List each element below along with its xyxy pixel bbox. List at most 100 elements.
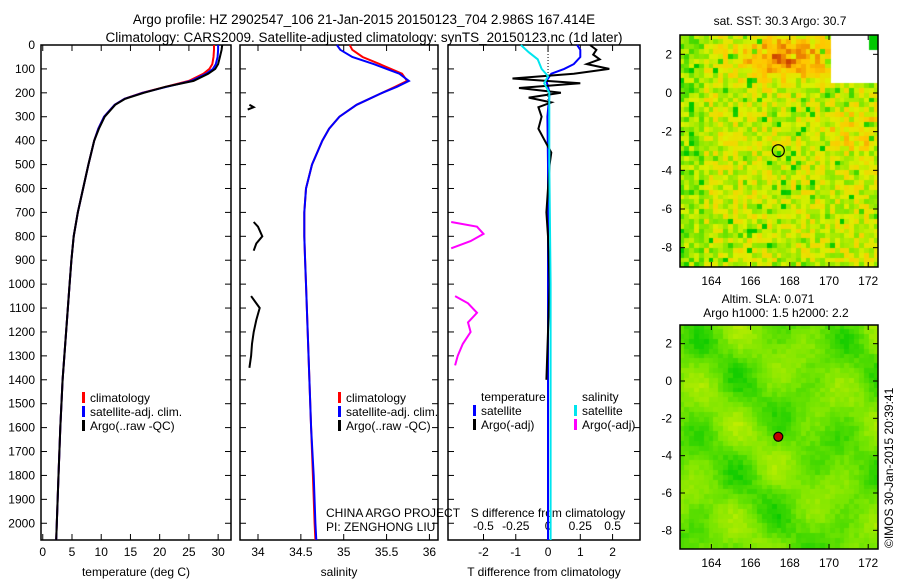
legend-label: satellite	[582, 404, 623, 418]
legend-label: Argo(-adj)	[582, 418, 635, 432]
legend-swatch	[473, 419, 476, 430]
title-line1: Argo profile: HZ 2902547_106 21-Jan-2015…	[133, 12, 595, 27]
lon-tick-label: 166	[741, 556, 761, 570]
legend-label: Argo(..raw -QC)	[90, 419, 175, 433]
lon-tick-label: 164	[701, 556, 721, 570]
series-line-s-satellite	[520, 44, 552, 540]
lat-tick-label: -2	[661, 411, 672, 425]
argo-position-marker	[771, 144, 785, 158]
y-tick-label: 500	[15, 158, 35, 172]
legend-swatch	[473, 405, 476, 416]
map-frame	[679, 34, 879, 268]
x-tick-label: 0	[39, 545, 46, 559]
legend-label: Argo(..raw -QC)	[346, 419, 431, 433]
x-tick-label: 15	[124, 545, 138, 559]
argo-height-title: Argo h1000: 1.5 h2000: 2.2	[703, 306, 849, 320]
lat-tick-label: -4	[661, 449, 672, 463]
credit-text: ©IMOS 30-Jan-2015 20:39:41	[882, 387, 896, 548]
s-tick-label: 0.25	[569, 519, 593, 533]
map-sst-map: 164 166 168 170 172 2 0 -2 -4 -6 -8 sat. SST: 30.3 …	[661, 14, 879, 288]
y-tick-label: 1400	[8, 373, 35, 387]
series-line-satellite-adj-clim-	[55, 45, 220, 541]
y-tick-label: 100	[15, 62, 35, 76]
s-tick-label: 0.5	[604, 519, 621, 533]
lat-tick-label: 0	[665, 86, 672, 100]
legend-swatch	[338, 406, 341, 417]
legend-swatch	[82, 420, 85, 431]
y-tick-label: 1200	[8, 325, 35, 339]
x-tick-label: 2	[609, 545, 616, 559]
lat-tick-label: -6	[661, 202, 672, 216]
y-tick-label: 1000	[8, 277, 35, 291]
x-tick-label: 5	[69, 545, 76, 559]
x-axis-label: T difference from climatology	[467, 565, 621, 579]
y-tick-label: 800	[15, 229, 35, 243]
lat-tick-label: 2	[665, 47, 672, 61]
lat-tick-label: -8	[661, 523, 672, 537]
panel-temperature: 0 5 10 15 20 25 30 temperature (deg C) 0 100 200 30…	[8, 38, 232, 579]
project-label: CHINA ARGO PROJECT	[326, 506, 461, 520]
legend-swatch	[338, 420, 341, 431]
x-tick-label: -2	[478, 545, 489, 559]
y-tick-label: 0	[28, 38, 35, 52]
series-line-argo-raw-qc-	[247, 103, 264, 368]
y-tick-label: 1700	[8, 445, 35, 459]
series-line-t-argo-adj-	[512, 44, 610, 380]
x-axis-label: salinity	[321, 565, 358, 579]
sla-map-title: Altim. SLA: 0.071	[722, 292, 815, 306]
lon-tick-label: 166	[741, 274, 761, 288]
x-tick-label: 10	[95, 545, 109, 559]
y-tick-label: 1800	[8, 468, 35, 482]
lat-tick-label: -4	[661, 163, 672, 177]
lon-tick-label: 170	[819, 556, 839, 570]
plot-frame	[447, 44, 641, 541]
legend-label: satellite-adj. clim.	[90, 405, 182, 419]
lat-tick-label: -6	[661, 486, 672, 500]
panel-salinity: 34 34.5 35 35.5 36 salinity climatologysatelli…	[239, 44, 439, 579]
x-tick-label: -1	[510, 545, 521, 559]
title-line2: Climatology: CARS2009. Satellite-adjuste…	[105, 30, 622, 45]
lon-tick-label: 170	[819, 274, 839, 288]
sst-map-title: sat. SST: 30.3 Argo: 30.7	[714, 14, 847, 28]
series-line-climatology	[55, 45, 215, 541]
x-tick-label: 36	[423, 545, 437, 559]
lon-tick-label: 172	[858, 274, 878, 288]
lon-tick-label: 168	[780, 556, 800, 570]
map-frame	[679, 324, 879, 550]
legend-swatch	[574, 419, 577, 430]
plot-frame	[239, 44, 439, 541]
series-line-satellite-adj-clim-	[303, 44, 411, 541]
x-tick-label: 34.5	[289, 545, 313, 559]
s-tick-label: -0.5	[473, 519, 494, 533]
plot-frame	[40, 44, 232, 541]
y-tick-label: 200	[15, 86, 35, 100]
lat-tick-label: 2	[665, 337, 672, 351]
lat-tick-label: -2	[661, 125, 672, 139]
legend-label: Argo(-adj)	[481, 418, 534, 432]
x-tick-label: 35	[337, 545, 351, 559]
lon-tick-label: 164	[701, 274, 721, 288]
series-line-argo-raw-qc-	[55, 44, 224, 541]
lat-tick-label: -8	[661, 241, 672, 255]
y-tick-label: 1600	[8, 421, 35, 435]
x-tick-label: 34	[251, 545, 265, 559]
y-tick-label: 1300	[8, 349, 35, 363]
legend-header-salinity: salinity	[582, 390, 619, 404]
x-tick-label: 20	[153, 545, 167, 559]
legend-label: climatology	[346, 391, 406, 405]
lat-tick-label: 0	[665, 374, 672, 388]
y-tick-label: 1900	[8, 492, 35, 506]
y-tick-label: 400	[15, 134, 35, 148]
y-tick-label: 300	[15, 110, 35, 124]
lon-tick-label: 172	[858, 556, 878, 570]
legend-swatch	[82, 392, 85, 403]
x-tick-label: 30	[211, 545, 225, 559]
argo-position-marker	[773, 431, 784, 442]
legend-label: climatology	[90, 391, 150, 405]
panel-difference: -2 -1 0 1 2 T difference from climatology -0.5…	[447, 44, 641, 579]
pi-label: PI: ZENGHONG LIU	[326, 520, 435, 534]
legend-swatch	[338, 392, 341, 403]
x-tick-label: 25	[182, 545, 196, 559]
y-tick-label: 900	[15, 253, 35, 267]
